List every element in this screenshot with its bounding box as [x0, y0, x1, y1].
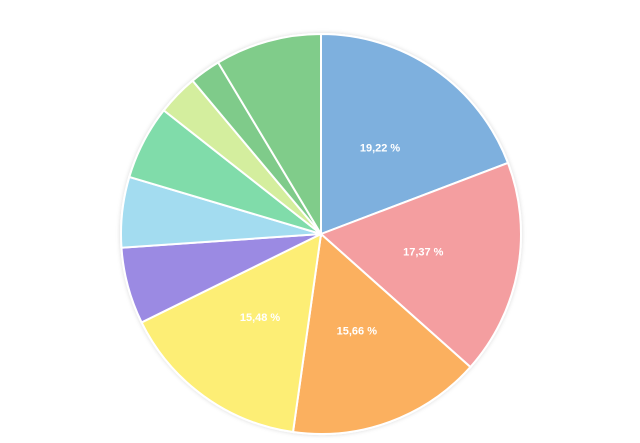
pie-slice	[140, 232, 323, 434]
data-label: 15,66 %	[337, 326, 378, 338]
pie	[120, 32, 522, 435]
data-label: 19,22 %	[360, 142, 401, 154]
data-label: 15,48 %	[240, 312, 281, 324]
pie-slice	[320, 32, 510, 236]
pie-slice	[216, 32, 322, 238]
data-label: 17,37 %	[403, 247, 444, 259]
pie-slice	[319, 161, 522, 369]
pie-slice	[291, 232, 472, 435]
